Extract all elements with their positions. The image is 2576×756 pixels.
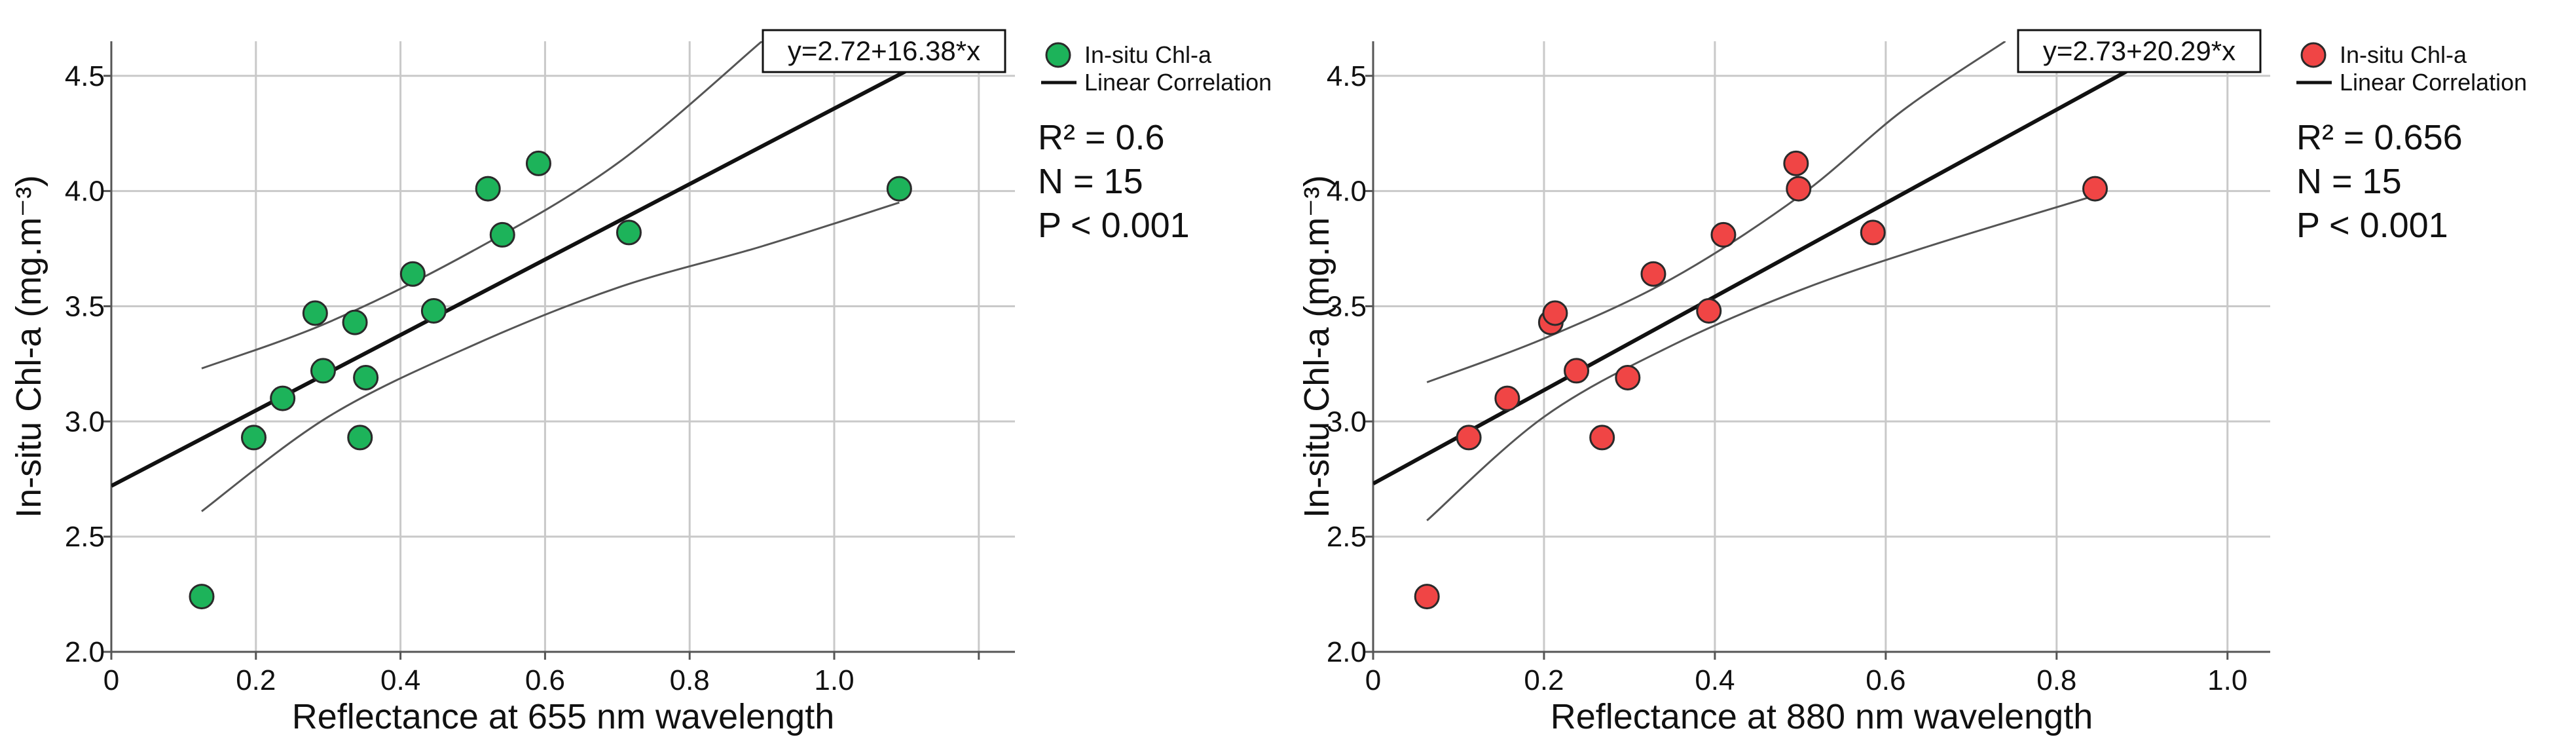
y-tick-label: 3.5 [1327, 290, 1367, 322]
x-tick-label: 0.8 [670, 664, 710, 696]
legend-line-label: Linear Correlation [2340, 69, 2527, 96]
x-tick-label: 0.2 [236, 664, 276, 696]
y-tick-label: 2.0 [1327, 636, 1367, 668]
y-tick-label: 4.5 [1327, 60, 1367, 92]
data-point [420, 297, 447, 324]
data-point [189, 584, 215, 610]
stat-line: P < 0.001 [1038, 206, 1190, 245]
y-tick-label: 3.0 [1327, 406, 1367, 438]
confidence-band-upper [1426, 41, 2006, 383]
data-point [240, 425, 267, 451]
data-point [1456, 425, 1482, 451]
data-point [270, 385, 296, 411]
data-point [342, 309, 368, 335]
data-point [1786, 176, 1812, 202]
chart-panel-655nm: 0 0.2 0.4 0.6 0.8 1.0 2.0 2.5 3.0 3.5 4.0 4.5 Reflec… [9, 29, 1272, 736]
x-tick-label: 0.4 [1695, 664, 1735, 696]
data-point [310, 358, 336, 384]
y-tick-label: 2.5 [1327, 521, 1367, 553]
x-tick-label: 0.4 [380, 664, 420, 696]
x-tick-label: 0.6 [1866, 664, 1905, 696]
x-tick-label: 1.0 [814, 664, 854, 696]
data-point [347, 425, 373, 451]
legend-marker-icon [2300, 42, 2327, 68]
stat-line: N = 15 [2296, 162, 2402, 201]
stat-line: N = 15 [1038, 162, 1143, 201]
data-point [1783, 150, 1809, 176]
scatter-plot-655nm: 0 0.2 0.4 0.6 0.8 1.0 2.0 2.5 3.0 3.5 4.0 4.5 Reflec… [9, 29, 1272, 736]
plot-area [111, 41, 968, 512]
x-axis-title: Reflectance at 655 nm wavelength [292, 697, 835, 736]
legend-marker-label: In-situ Chl-a [2340, 41, 2467, 68]
x-tick-label: 1.0 [2207, 664, 2247, 696]
data-point [1494, 385, 1520, 411]
scatter-plot-880nm: 0 0.2 0.4 0.6 0.8 1.0 2.0 2.5 3.0 3.5 4.0 4.5 Reflec… [1297, 29, 2527, 736]
legend-marker-icon [1045, 42, 1071, 68]
data-point [302, 300, 328, 326]
equation-box [762, 29, 1006, 73]
data-point [475, 176, 501, 202]
x-tick-label: 0.2 [1524, 664, 1564, 696]
data-point [399, 261, 426, 287]
stat-line: R² = 0.6 [1038, 118, 1165, 157]
legend-line-label: Linear Correlation [1084, 69, 1272, 96]
y-tick-label: 3.5 [65, 290, 105, 322]
plot-area [1373, 41, 2186, 521]
data-point [1696, 297, 1722, 324]
data-point [1710, 221, 1737, 248]
confidence-band-upper [201, 41, 763, 369]
stat-line: R² = 0.656 [2296, 118, 2463, 157]
data-point [1860, 219, 1886, 246]
x-axis-title: Reflectance at 880 nm wavelength [1551, 697, 2093, 736]
regression-line [111, 41, 968, 488]
equation-label: y=2.72+16.38*x [788, 35, 980, 66]
data-point [1564, 358, 1590, 384]
chart-panel-880nm: 0 0.2 0.4 0.6 0.8 1.0 2.0 2.5 3.0 3.5 4.0 4.5 Reflec… [1288, 0, 2576, 756]
x-tick-label: 0 [1365, 664, 1381, 696]
y-tick-label: 4.0 [65, 176, 105, 208]
confidence-band-lower [1426, 195, 2095, 521]
y-tick-label: 4.0 [1327, 176, 1367, 208]
legend-marker-label: In-situ Chl-a [1084, 41, 1212, 68]
x-tick-label: 0.6 [525, 664, 565, 696]
y-tick-label: 2.0 [65, 636, 105, 668]
regression-line [1373, 41, 2186, 485]
equation-box [2017, 29, 2262, 73]
data-point [1640, 261, 1666, 287]
stat-line: P < 0.001 [2296, 206, 2448, 245]
y-tick-label: 4.5 [65, 60, 105, 92]
x-tick-label: 0 [103, 664, 119, 696]
y-axis-title: In-situ Chl-a (mg.m⁻³) [9, 175, 48, 518]
y-axis-title: In-situ Chl-a (mg.m⁻³) [1297, 175, 1336, 518]
confidence-band-lower [201, 201, 900, 512]
data-point [353, 364, 379, 390]
data-point [1542, 300, 1568, 326]
y-tick-label: 2.5 [65, 521, 105, 553]
data-point [525, 150, 551, 176]
data-point [886, 176, 912, 202]
data-point [489, 221, 515, 248]
data-point [2082, 176, 2108, 202]
data-point [1589, 425, 1615, 451]
x-tick-label: 0.8 [2036, 664, 2076, 696]
data-point [616, 219, 642, 246]
data-point [1414, 584, 1440, 610]
y-tick-label: 3.0 [65, 406, 105, 438]
equation-label: y=2.73+20.29*x [2043, 35, 2236, 66]
data-point [1615, 364, 1641, 390]
